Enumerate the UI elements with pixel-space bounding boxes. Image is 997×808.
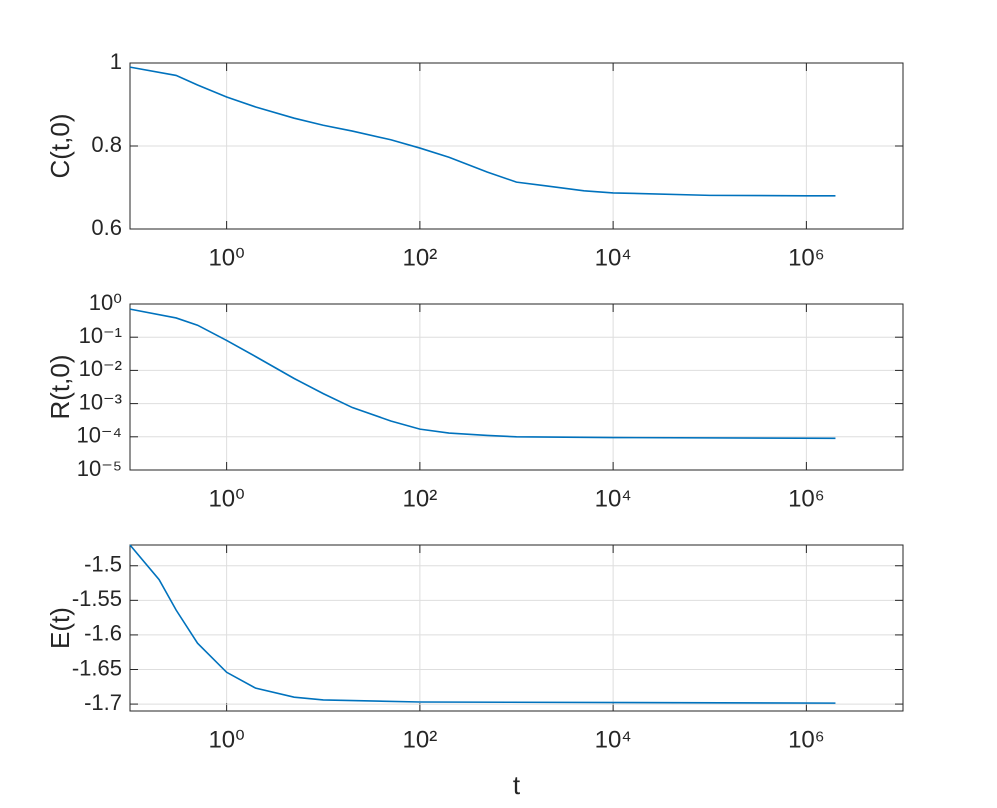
y-tick-label: -1.65 [72, 655, 122, 680]
x-tick-label: 10⁴ [595, 244, 632, 271]
x-tick-label: 10⁴ [595, 485, 632, 512]
x-tick-label: 10⁰ [208, 485, 244, 512]
x-tick-label: 10⁴ [595, 726, 632, 753]
data-line [129, 308, 836, 440]
x-tick-label: 10⁶ [788, 485, 825, 512]
y-tick-label: -1.7 [84, 690, 122, 715]
y-tick-label: -1.5 [84, 552, 122, 577]
axes-box [129, 303, 904, 471]
y-tick-label: 10⁻¹ [79, 323, 122, 348]
data-line [129, 544, 836, 704]
x-tick-label: 10² [403, 726, 438, 753]
y-tick-label: 0.8 [91, 132, 122, 157]
y-tick-label: 10⁻⁴ [76, 423, 122, 448]
axes-box [129, 544, 904, 712]
y-axis-label: R(t,0) [45, 355, 75, 420]
data-line [129, 66, 836, 197]
y-tick-label: 10⁻² [79, 356, 122, 381]
y-tick-label: 10⁻³ [79, 389, 122, 414]
axes-box [129, 62, 904, 230]
x-tick-label: 10⁰ [208, 726, 244, 753]
y-axis-label: E(t) [45, 607, 75, 649]
plot-area [130, 545, 903, 711]
x-tick-label: 10⁶ [788, 726, 825, 753]
x-axis-label: t [513, 770, 521, 800]
plot-area [130, 304, 903, 470]
y-tick-label: 1 [110, 49, 122, 74]
y-tick-label: -1.55 [72, 586, 122, 611]
y-tick-label: 10⁰ [89, 290, 122, 315]
y-axis-label: C(t,0) [45, 114, 75, 179]
x-tick-label: 10⁶ [788, 244, 825, 271]
x-tick-label: 10² [403, 485, 438, 512]
y-tick-label: 0.6 [91, 215, 122, 240]
y-tick-label: 10⁻⁵ [77, 456, 122, 481]
y-tick-label: -1.6 [84, 621, 122, 646]
x-tick-label: 10⁰ [208, 244, 244, 271]
x-tick-label: 10² [403, 244, 438, 271]
